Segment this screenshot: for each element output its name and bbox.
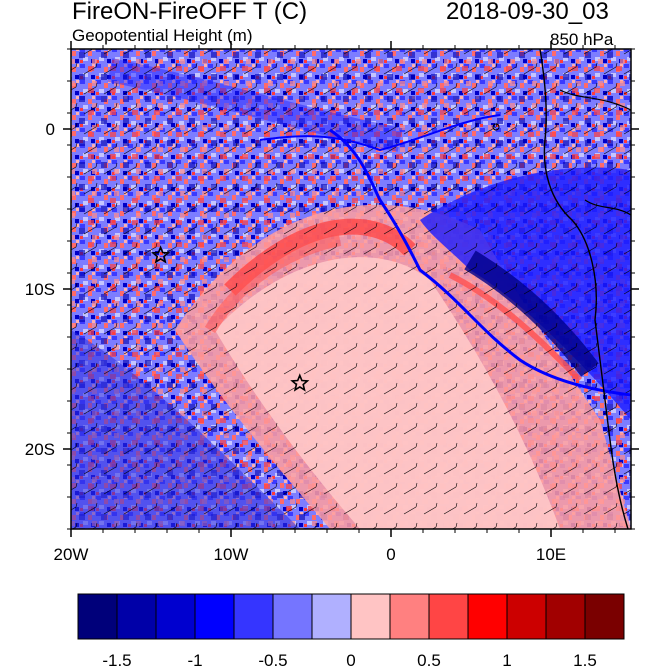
y-tick-label-1: 10S — [25, 280, 55, 299]
valid-time: 2018-09-30_03 — [446, 0, 609, 25]
x-tick-label-2: 0 — [386, 545, 395, 564]
colorbar-label-0: -1.5 — [102, 651, 131, 667]
coastline — [539, 49, 629, 529]
border-2 — [559, 89, 631, 111]
y-tick-label-0: 0 — [46, 120, 55, 139]
border-1 — [584, 199, 631, 216]
colorbar-label-3: 0 — [346, 651, 355, 667]
wind-barbs — [71, 49, 631, 529]
colorbar-box-12 — [545, 593, 586, 640]
site-star-0 — [151, 245, 171, 264]
colorbar-box-8 — [389, 593, 430, 640]
colorbar-box-10 — [467, 593, 508, 640]
pressure-level: 850 hPa — [550, 30, 614, 49]
geopotential-contour-2 — [259, 114, 501, 152]
colorbar-box-3 — [194, 593, 235, 640]
colorbar-box-6 — [311, 593, 352, 640]
x-tick-label-0: 20W — [54, 545, 89, 564]
x-tick-label-1: 10W — [214, 545, 249, 564]
colorbar-label-6: 1.5 — [573, 651, 597, 667]
colorbar-box-0 — [77, 593, 118, 640]
geopotential-contour-1 — [329, 128, 631, 397]
colorbar-box-5 — [272, 593, 313, 640]
colorbar-box-13 — [584, 593, 625, 640]
y-tick-label-2: 20S — [25, 440, 55, 459]
colorbar-label-4: 0.5 — [417, 651, 441, 667]
colorbar-box-2 — [155, 593, 196, 640]
colorbar-box-9 — [428, 593, 469, 640]
site-star-1 — [290, 373, 310, 392]
x-tick-label-3: 10E — [536, 545, 566, 564]
colorbar-box-1 — [116, 593, 157, 640]
colorbar-label-1: -1 — [187, 651, 202, 667]
chart-subtitle: Geopotential Height (m) — [72, 26, 253, 45]
colorbar-box-7 — [350, 593, 391, 640]
colorbar-label-2: -0.5 — [258, 651, 287, 667]
colorbar-box-4 — [233, 593, 274, 640]
chart-title: FireON-FireOFF T (C) — [72, 0, 308, 25]
island — [492, 123, 500, 131]
colorbar-box-11 — [506, 593, 547, 640]
colorbar-label-5: 1 — [502, 651, 511, 667]
